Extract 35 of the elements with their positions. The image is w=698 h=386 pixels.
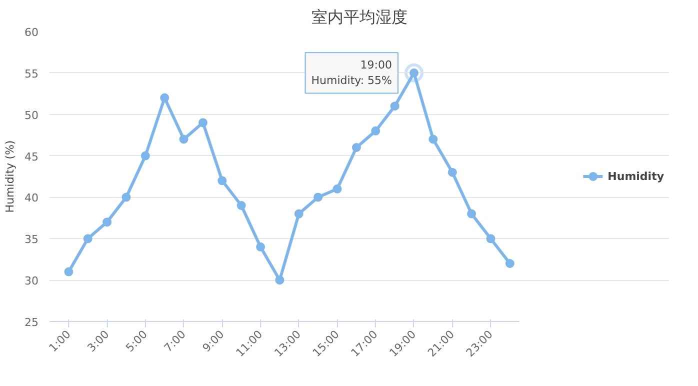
point: [236, 201, 246, 210]
y-tick-label: 40: [24, 192, 39, 205]
point: [467, 209, 476, 218]
point: [102, 218, 112, 227]
point: [314, 192, 323, 202]
point: [332, 184, 342, 194]
point: [390, 102, 400, 111]
y-tick-label: 35: [24, 233, 39, 246]
point: [275, 276, 284, 285]
y-axis-title: Humidity (%): [4, 140, 17, 213]
legend-label: Humidity: [608, 170, 664, 182]
point: [371, 126, 380, 136]
y-tick-label: 45: [24, 150, 39, 164]
point: [428, 134, 438, 144]
point: [64, 267, 74, 276]
y-tick-label: 50: [24, 108, 39, 122]
point: [352, 143, 361, 152]
point: [140, 151, 150, 160]
chart-title: 室内平均湿度: [312, 8, 408, 26]
y-tick-label: 30: [24, 274, 39, 288]
point: [83, 234, 92, 244]
point: [160, 93, 170, 102]
point: [294, 209, 304, 218]
point: [198, 118, 208, 128]
annotation: 19:00 Humidity: 55%: [311, 58, 392, 88]
point: [505, 259, 514, 268]
y-tick-label: 25: [24, 316, 39, 329]
point: [486, 234, 496, 244]
point: [218, 176, 227, 186]
point: [256, 242, 266, 252]
point: [179, 134, 188, 144]
y-tick-label: 55: [24, 67, 39, 80]
point: [122, 192, 131, 202]
point: [448, 168, 457, 177]
y-tick-label: 60: [24, 26, 39, 39]
